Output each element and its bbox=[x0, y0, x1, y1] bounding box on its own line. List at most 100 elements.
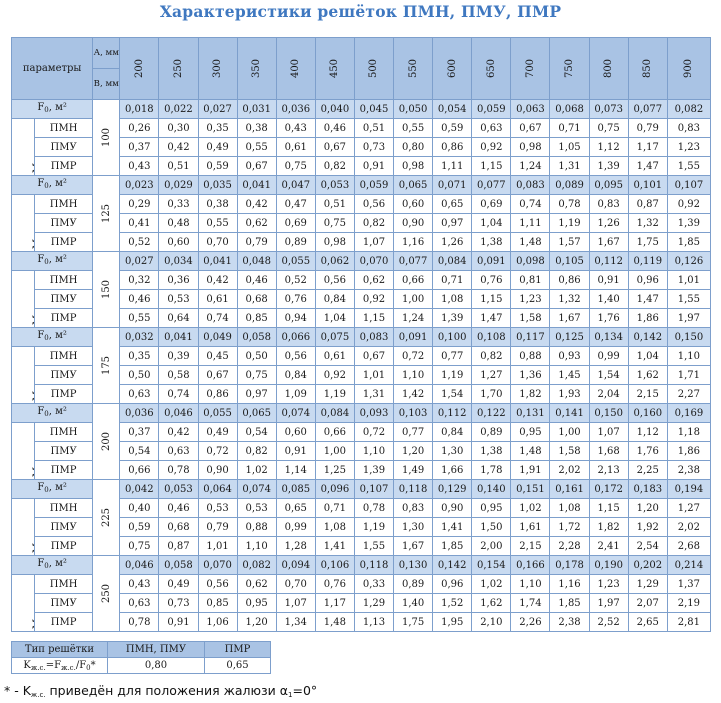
pmn-value: 0,67 bbox=[353, 346, 395, 366]
pmn-value: 0,37 bbox=[119, 422, 160, 442]
f0-value: 0,058 bbox=[158, 555, 199, 575]
pmu-value: 1,41 bbox=[432, 517, 473, 537]
f0-value: 0,094 bbox=[275, 555, 316, 575]
pmu-value: 0,59 bbox=[119, 517, 160, 537]
pmr-value: 0,52 bbox=[119, 232, 160, 252]
pmn-value: 0,63 bbox=[471, 118, 512, 138]
type-label-pmr: ПМР bbox=[34, 460, 94, 480]
pmr-value: 0,63 bbox=[119, 384, 160, 404]
pmr-value: 1,82 bbox=[510, 384, 551, 404]
f0-value: 0,058 bbox=[236, 327, 277, 347]
table-row: ПМР 0,52 0,60 0,70 0,79 0,89 0,98 1,07 1,16 1,26 1… bbox=[12, 232, 712, 252]
pmu-value: 0,82 bbox=[353, 213, 395, 233]
pmu-value: 1,17 bbox=[314, 593, 355, 613]
pmn-value: 1,29 bbox=[627, 574, 668, 594]
f0-value: 0,103 bbox=[393, 403, 434, 423]
f0-subscript: 0 bbox=[44, 334, 49, 342]
pmn-value: 0,65 bbox=[432, 194, 473, 214]
f0-value: 0,118 bbox=[393, 479, 434, 499]
pmn-value: 1,04 bbox=[627, 346, 668, 366]
f0-letter: F bbox=[37, 482, 45, 493]
f0-value: 0,160 bbox=[627, 403, 668, 423]
pmr-value: 1,78 bbox=[471, 460, 512, 480]
pmr-value: 0,75 bbox=[119, 536, 160, 556]
pmr-value: 0,87 bbox=[158, 536, 199, 556]
pmr-value: 1,67 bbox=[393, 536, 434, 556]
table-row: F0, м² 200 0,036 0,046 0,055 0,065 0,074 0,084 0… bbox=[10, 403, 712, 480]
f0-value: 0,036 bbox=[119, 403, 160, 423]
pmu-value: 1,30 bbox=[393, 517, 434, 537]
table-row: F0, м² 100 0,018 0,022 0,027 0,031 0,036 0,040 0… bbox=[10, 99, 712, 176]
pmn-value: 0,95 bbox=[510, 422, 551, 442]
f0-value: 0,082 bbox=[666, 99, 712, 119]
pmr-value: 1,15 bbox=[353, 308, 395, 328]
pmu-value: 1,40 bbox=[588, 289, 629, 309]
size-header-label: 850 bbox=[642, 58, 654, 79]
pmu-value: 1,40 bbox=[393, 593, 434, 613]
b-value-cell: 250 bbox=[92, 555, 121, 632]
table-row: Масса, кг ПМН 0,29 0,33 0,38 0,42 0,47 0,51 0,56… bbox=[10, 194, 712, 252]
f0-value: 0,089 bbox=[549, 175, 590, 195]
pmu-value: 1,12 bbox=[588, 137, 629, 157]
pmn-value: 0,54 bbox=[236, 422, 277, 442]
pmr-value: 1,55 bbox=[666, 156, 712, 176]
pmn-value: 0,79 bbox=[627, 118, 668, 138]
f0-value: 0,050 bbox=[393, 99, 434, 119]
pmn-value: 0,81 bbox=[510, 270, 551, 290]
pmn-value: 0,69 bbox=[471, 194, 512, 214]
pmr-value: 0,64 bbox=[158, 308, 199, 328]
pmn-value: 0,43 bbox=[275, 118, 316, 138]
f0-value: 0,112 bbox=[588, 251, 629, 271]
pmu-value: 0,49 bbox=[197, 137, 238, 157]
pmn-value: 0,96 bbox=[432, 574, 473, 594]
pmr-value: 1,38 bbox=[471, 232, 512, 252]
f0-value: 0,042 bbox=[119, 479, 160, 499]
f0-value: 0,064 bbox=[197, 479, 238, 499]
pmr-value: 2,27 bbox=[666, 384, 712, 404]
size-header: 900 bbox=[666, 37, 712, 100]
pmu-value: 0,86 bbox=[432, 137, 473, 157]
f0-value: 0,214 bbox=[666, 555, 712, 575]
pmn-value: 0,62 bbox=[236, 574, 277, 594]
pmn-value: 0,71 bbox=[549, 118, 590, 138]
pmn-value: 0,33 bbox=[353, 574, 395, 594]
pmn-value: 0,49 bbox=[158, 574, 199, 594]
f0-unit: , м² bbox=[48, 558, 67, 569]
f0-unit: , м² bbox=[48, 482, 67, 493]
pmn-value: 0,75 bbox=[588, 118, 629, 138]
pmn-value: 0,90 bbox=[432, 498, 473, 518]
pmu-value: 0,72 bbox=[197, 441, 238, 461]
size-header: 350 bbox=[236, 37, 277, 100]
type-label-pmu: ПМУ bbox=[34, 213, 94, 233]
f0-value: 0,054 bbox=[432, 99, 473, 119]
f0-label: F0, м² bbox=[10, 99, 94, 119]
f0-subscript: 0 bbox=[44, 182, 49, 190]
pmu-value: 0,91 bbox=[275, 441, 316, 461]
type-label-pmn: ПМН bbox=[34, 498, 94, 518]
table-row: ПМР 0,63 0,74 0,86 0,97 1,09 1,19 1,31 1,42 1,54 1… bbox=[12, 384, 712, 404]
f0-unit: , м² bbox=[48, 330, 67, 341]
pmr-value: 1,93 bbox=[549, 384, 590, 404]
pmr-value: 1,47 bbox=[627, 156, 668, 176]
size-header: 300 bbox=[197, 37, 238, 100]
pmu-value: 0,73 bbox=[353, 137, 395, 157]
size-header-label: 750 bbox=[564, 58, 576, 79]
type-label-pmu: ПМУ bbox=[34, 137, 94, 157]
f0-letter: F bbox=[37, 254, 45, 265]
f0-value: 0,070 bbox=[353, 251, 395, 271]
f0-unit: , м² bbox=[48, 102, 67, 113]
pmn-value: 0,39 bbox=[158, 346, 199, 366]
mass-label-cell: Масса, кг bbox=[10, 270, 36, 328]
pmr-value: 1,57 bbox=[549, 232, 590, 252]
f0-value: 0,068 bbox=[549, 99, 590, 119]
table-row: F0, м² 150 0,027 0,034 0,041 0,048 0,055 0,062 0… bbox=[10, 251, 712, 328]
b-value-cell: 125 bbox=[92, 175, 121, 252]
pmr-value: 1,02 bbox=[236, 460, 277, 480]
b-value-cell: 225 bbox=[92, 479, 121, 556]
f0-value: 0,140 bbox=[471, 479, 512, 499]
grille-specs-table: параметры А, мм 200 250 300 350 400 450 500 550 60… bbox=[10, 37, 712, 632]
pmu-value: 2,07 bbox=[627, 593, 668, 613]
f0-value: 0,062 bbox=[314, 251, 355, 271]
pmu-value: 1,76 bbox=[627, 441, 668, 461]
f0-value: 0,107 bbox=[666, 175, 712, 195]
